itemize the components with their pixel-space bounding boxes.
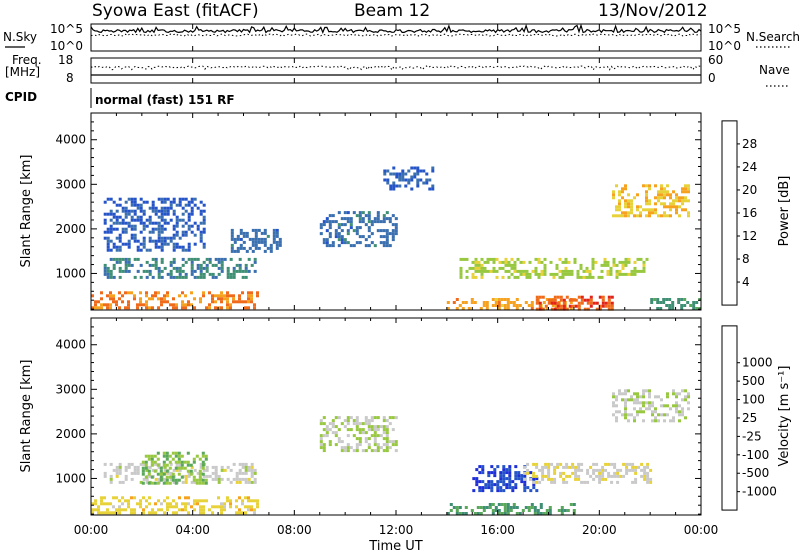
scatter-region <box>103 197 206 252</box>
velocity-heatmap <box>91 389 690 515</box>
colorbar-tick-label: 500 <box>742 374 765 388</box>
nave-label: Nave <box>759 63 790 77</box>
nave-tick-high: 60 <box>708 53 723 67</box>
colorbar-tick-label: 24 <box>742 160 757 174</box>
scatter-region <box>612 184 690 218</box>
noise-tick-high-right: 10^5 <box>708 22 741 36</box>
x-tick-label: 12:00 <box>379 523 414 537</box>
colorbar-tick-label: 4 <box>742 275 750 289</box>
beam-title: Beam 12 <box>354 1 430 21</box>
velocity-colorbar: -1000 -500 -100 -25 25 100 500 1000 <box>721 325 777 511</box>
scatter-region <box>535 295 614 311</box>
noise-trace <box>90 23 702 37</box>
y-tick-label: 3000 <box>55 382 86 396</box>
scatter-region <box>103 257 257 279</box>
noise-right-label: N.Search <box>746 30 800 44</box>
colorbar-tick-label: 28 <box>742 137 757 151</box>
velocity-y-axis: 1000 2000 3000 4000 <box>55 326 701 515</box>
x-axis: 00:00 04:00 08:00 12:00 16:00 20:00 00:00 <box>74 24 719 537</box>
colorbar-tick-label: -1000 <box>742 485 777 499</box>
noise-tick-low-right: 10^0 <box>708 39 741 53</box>
freq-tick-low: 8 <box>66 71 74 85</box>
velocity-ylabel: Slant Range [km] <box>19 360 34 473</box>
cpid-value: normal (fast) 151 RF <box>95 93 235 107</box>
colorbar-tick-label: -25 <box>742 429 762 443</box>
x-tick-label: 16:00 <box>480 523 515 537</box>
date-title: 13/Nov/2012 <box>598 1 708 21</box>
scatter-region <box>103 462 257 484</box>
x-tick-label: 20:00 <box>582 523 617 537</box>
colorbar-tick-label: -100 <box>742 448 769 462</box>
colorbar-tick-label: 100 <box>742 393 765 407</box>
freq-label-line1: Freq. <box>12 53 42 67</box>
nave-tick-low: 0 <box>708 71 716 85</box>
colorbar-tick-label: 20 <box>742 183 757 197</box>
colorbar-tick-label: 25 <box>742 411 757 425</box>
scatter-region <box>523 462 653 484</box>
freq-trace <box>90 65 702 76</box>
x-axis-label: Time UT <box>368 539 422 554</box>
power-y-axis: 1000 2000 3000 4000 <box>55 121 701 310</box>
x-tick-label: 04:00 <box>175 523 210 537</box>
power-colorbar: 4 8 12 16 20 24 28 <box>721 120 757 306</box>
freq-panel: Freq. [MHz] 18 8 60 0 Nave <box>5 53 790 87</box>
scatter-region <box>319 211 398 248</box>
power-heatmap <box>91 166 702 311</box>
scatter-region <box>612 389 690 423</box>
y-tick-label: 1000 <box>55 266 86 280</box>
scatter-region <box>230 228 282 253</box>
x-tick-label: 00:00 <box>74 523 109 537</box>
freq-tick-high: 18 <box>58 53 73 67</box>
station-title: Syowa East (fitACF) <box>92 1 259 21</box>
colorbar-tick-label: 12 <box>742 229 757 243</box>
cpid-label: CPID <box>5 90 37 104</box>
y-tick-label: 1000 <box>55 471 86 485</box>
freq-label-line2: [MHz] <box>5 65 40 79</box>
velocity-cbar-label: Velocity [m s⁻¹] <box>777 366 792 467</box>
noise-tick-low-left: 10^0 <box>50 39 83 53</box>
y-tick-label: 3000 <box>55 177 86 191</box>
scatter-region <box>91 291 259 310</box>
x-tick-label: 00:00 <box>684 523 719 537</box>
scatter-region <box>650 298 702 310</box>
colorbar-tick-label: 8 <box>742 252 750 266</box>
x-tick-label: 08:00 <box>277 523 312 537</box>
y-tick-label: 4000 <box>55 133 86 147</box>
scatter-region <box>446 503 576 515</box>
colorbar-tick-label: 1000 <box>742 356 773 370</box>
scatter-region <box>91 496 259 515</box>
y-tick-label: 2000 <box>55 222 86 236</box>
noise-panel: N.Sky 10^5 10^0 10^5 10^0 N.Search <box>3 22 800 53</box>
power-ylabel: Slant Range [km] <box>19 155 34 268</box>
colorbar-tick-label: 16 <box>742 206 757 220</box>
power-cbar-label: Power [dB] <box>777 176 792 247</box>
y-tick-label: 4000 <box>55 338 86 352</box>
scatter-region <box>319 416 398 453</box>
scatter-region <box>459 257 649 279</box>
colorbar-tick-label: -500 <box>742 466 769 480</box>
power-frame <box>90 112 702 311</box>
y-tick-label: 2000 <box>55 427 86 441</box>
power-panel: 1000 2000 3000 4000 Slant Range [km] 4 8 12 16… <box>19 112 792 311</box>
noise-left-label: N.Sky <box>3 30 37 44</box>
noise-tick-high-left: 10^5 <box>50 22 83 36</box>
scatter-region <box>383 166 435 191</box>
scatter-region <box>141 451 208 485</box>
